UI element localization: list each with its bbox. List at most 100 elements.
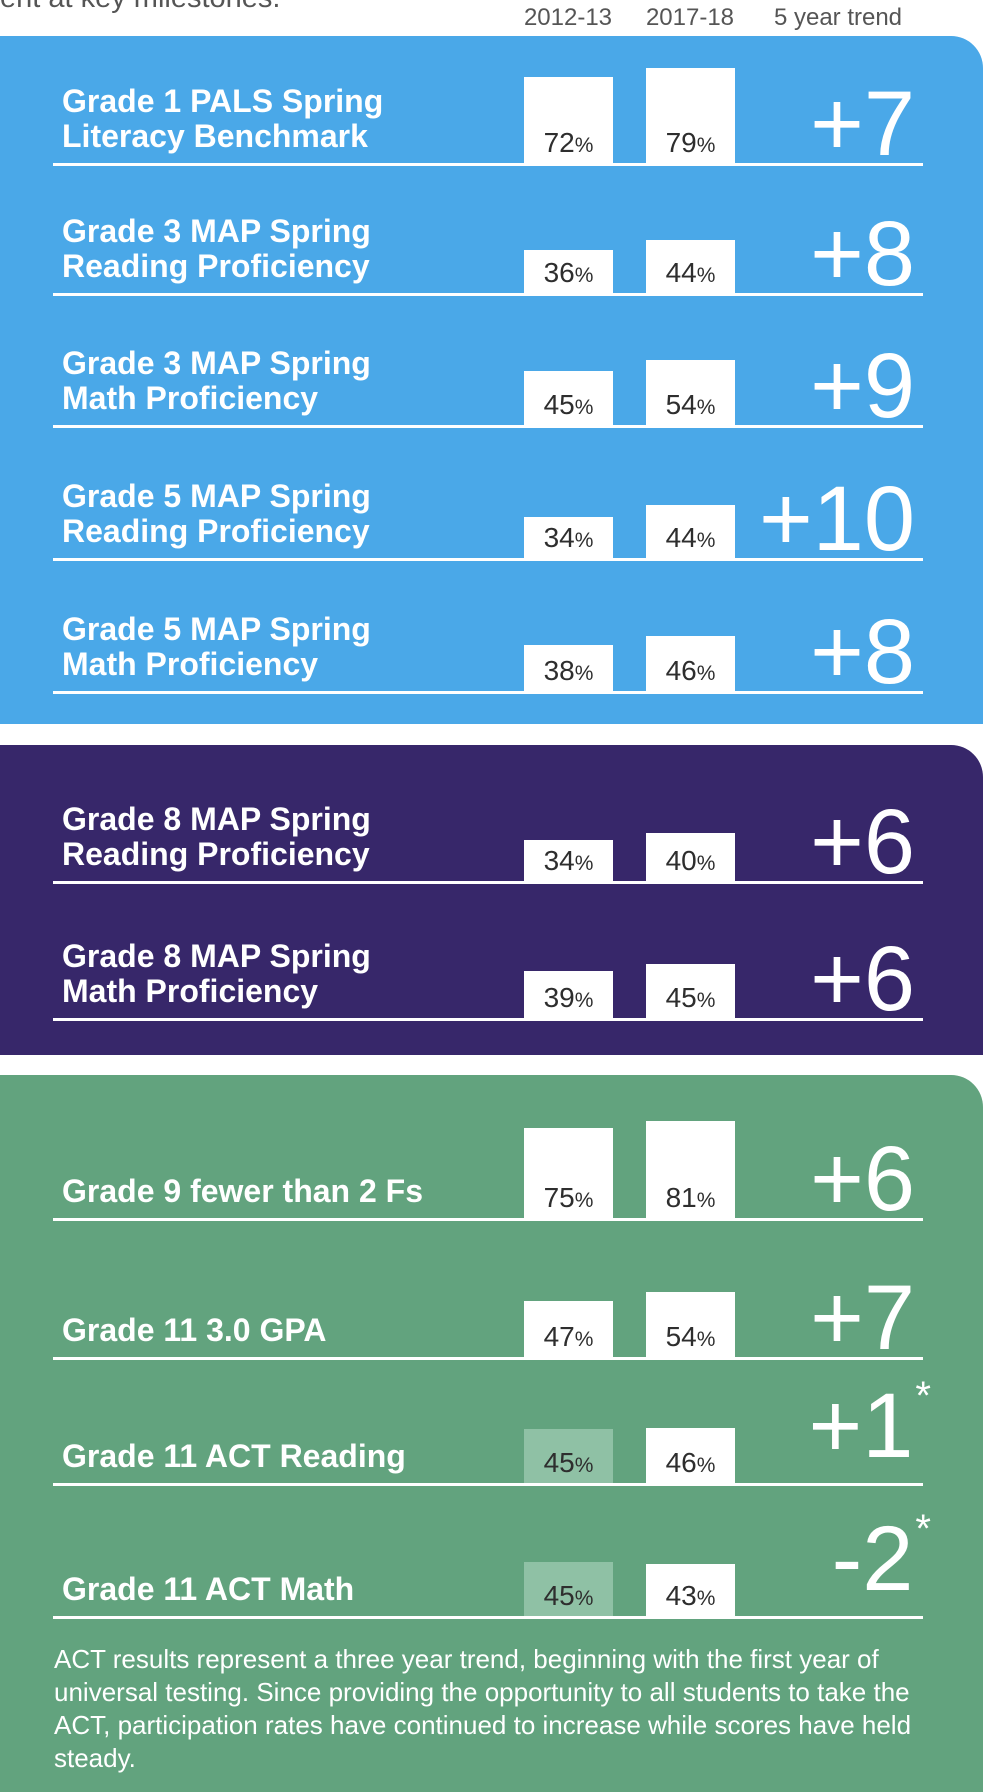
result-row: Grade 8 MAP Spring Reading Proficiency 34… <box>0 764 983 888</box>
percent-sign: % <box>574 662 594 685</box>
row-label: Grade 5 MAP Spring Reading Proficiency <box>62 478 371 549</box>
row-label: Grade 8 MAP Spring Reading Proficiency <box>62 801 371 872</box>
value-number: 43 <box>665 1580 697 1611</box>
percent-sign: % <box>696 1328 716 1351</box>
result-row: Grade 11 ACT Reading 45% 46% +1* <box>0 1366 983 1486</box>
percent-sign: % <box>574 529 594 552</box>
value-label-2012-13: 45% <box>524 388 613 425</box>
value-number: 44 <box>665 257 697 288</box>
trend-value: -2* <box>832 1507 931 1623</box>
elementary-results-panel <box>0 36 983 724</box>
value-number: 40 <box>665 845 697 876</box>
percent-sign: % <box>574 1587 594 1610</box>
row-baseline <box>53 1616 923 1619</box>
percent-sign: % <box>696 1454 716 1477</box>
trend-value: +6 <box>810 1133 915 1225</box>
bar-2017-18 <box>646 68 735 163</box>
high-school-results-panel <box>0 1075 983 1792</box>
trend-value: +6 <box>810 933 915 1025</box>
result-row: Grade 11 ACT Math 45% 43% -2* <box>0 1499 983 1619</box>
row-baseline <box>53 1357 923 1360</box>
bar-2012-13 <box>524 1300 613 1357</box>
trend-number: +7 <box>810 1267 915 1369</box>
result-row: Grade 5 MAP Spring Math Proficiency 38% 46… <box>0 574 983 698</box>
value-number: 44 <box>665 522 697 553</box>
percent-sign: % <box>574 396 594 419</box>
trend-footnote-marker: * <box>915 1374 931 1418</box>
value-number: 54 <box>665 389 697 420</box>
row-label: Grade 11 3.0 GPA <box>62 1312 327 1348</box>
percent-sign: % <box>696 852 716 875</box>
trend-value: +7 <box>810 78 915 170</box>
row-baseline <box>53 881 923 884</box>
row-label: Grade 11 ACT Reading <box>62 1438 406 1474</box>
row-label: Grade 5 MAP Spring Math Proficiency <box>62 611 371 682</box>
value-label-2017-18: 40% <box>646 844 735 881</box>
row-baseline <box>53 293 923 296</box>
value-label-2012-13: 75% <box>524 1181 613 1218</box>
bar-2017-18 <box>646 833 735 881</box>
result-row: Grade 3 MAP Spring Math Proficiency 45% 54… <box>0 308 983 432</box>
value-label-2012-13: 34% <box>524 844 613 881</box>
trend-value: +6 <box>810 796 915 888</box>
value-label-2012-13: 36% <box>524 256 613 293</box>
value-label-2017-18: 54% <box>646 1320 735 1357</box>
act-footnote: ACT results represent a three year trend… <box>54 1644 912 1773</box>
value-number: 34 <box>543 845 575 876</box>
percent-sign: % <box>696 264 716 287</box>
row-baseline <box>53 691 923 694</box>
value-number: 72 <box>543 127 575 158</box>
trend-value: +9 <box>810 340 915 432</box>
trend-footnote-marker: * <box>915 1507 931 1551</box>
value-label-2012-13: 38% <box>524 654 613 691</box>
value-label-2017-18: 44% <box>646 256 735 293</box>
bar-2012-13 <box>524 249 613 293</box>
value-number: 38 <box>543 655 575 686</box>
percent-sign: % <box>574 852 594 875</box>
row-label: Grade 11 ACT Math <box>62 1571 355 1607</box>
bar-2017-18 <box>646 964 735 1018</box>
percent-sign: % <box>696 529 716 552</box>
trend-value: +1* <box>809 1374 931 1490</box>
trend-number: +6 <box>810 1128 915 1230</box>
row-baseline <box>53 1218 923 1221</box>
bar-2012-13 <box>524 76 613 163</box>
row-baseline <box>53 1483 923 1486</box>
row-label: Grade 8 MAP Spring Math Proficiency <box>62 938 371 1009</box>
value-number: 45 <box>543 389 575 420</box>
percent-sign: % <box>696 989 716 1012</box>
result-row: Grade 9 fewer than 2 Fs 75% 81% +6 <box>0 1101 983 1225</box>
value-label-2017-18: 46% <box>646 1446 735 1483</box>
row-baseline <box>53 163 923 166</box>
percent-sign: % <box>696 134 716 157</box>
result-row: Grade 1 PALS Spring Literacy Benchmark 72… <box>0 46 983 170</box>
result-row: Grade 5 MAP Spring Reading Proficiency 34… <box>0 441 983 565</box>
bar-2012-13 <box>524 517 613 558</box>
bar-2017-18 <box>646 635 735 691</box>
trend-number: +10 <box>758 468 915 570</box>
value-label-2012-13: 47% <box>524 1320 613 1357</box>
trend-value: +7 <box>810 1272 915 1364</box>
value-label-2017-18: 44% <box>646 521 735 558</box>
row-label: Grade 1 PALS Spring Literacy Benchmark <box>62 83 384 154</box>
value-number: 46 <box>665 1447 697 1478</box>
column-header-5-year-trend: 5 year trend <box>773 4 903 31</box>
value-number: 36 <box>543 257 575 288</box>
trend-number: +7 <box>810 73 915 175</box>
row-baseline <box>53 558 923 561</box>
bar-2012-13 <box>524 1429 613 1483</box>
value-number: 46 <box>665 655 697 686</box>
bar-2017-18 <box>646 1120 735 1218</box>
percent-sign: % <box>696 1587 716 1610</box>
value-label-2017-18: 79% <box>646 126 735 163</box>
bar-2012-13 <box>524 840 613 881</box>
percent-sign: % <box>696 396 716 419</box>
column-header-2012-13: 2012-13 <box>523 4 613 31</box>
percent-sign: % <box>696 662 716 685</box>
trend-number: +6 <box>810 928 915 1030</box>
row-label: Grade 3 MAP Spring Math Proficiency <box>62 345 371 416</box>
trend-number: -2 <box>831 1508 914 1610</box>
value-number: 45 <box>543 1447 575 1478</box>
trend-number: +6 <box>810 791 915 893</box>
cut-off-intro-text: ent at key milestones. <box>0 0 280 13</box>
